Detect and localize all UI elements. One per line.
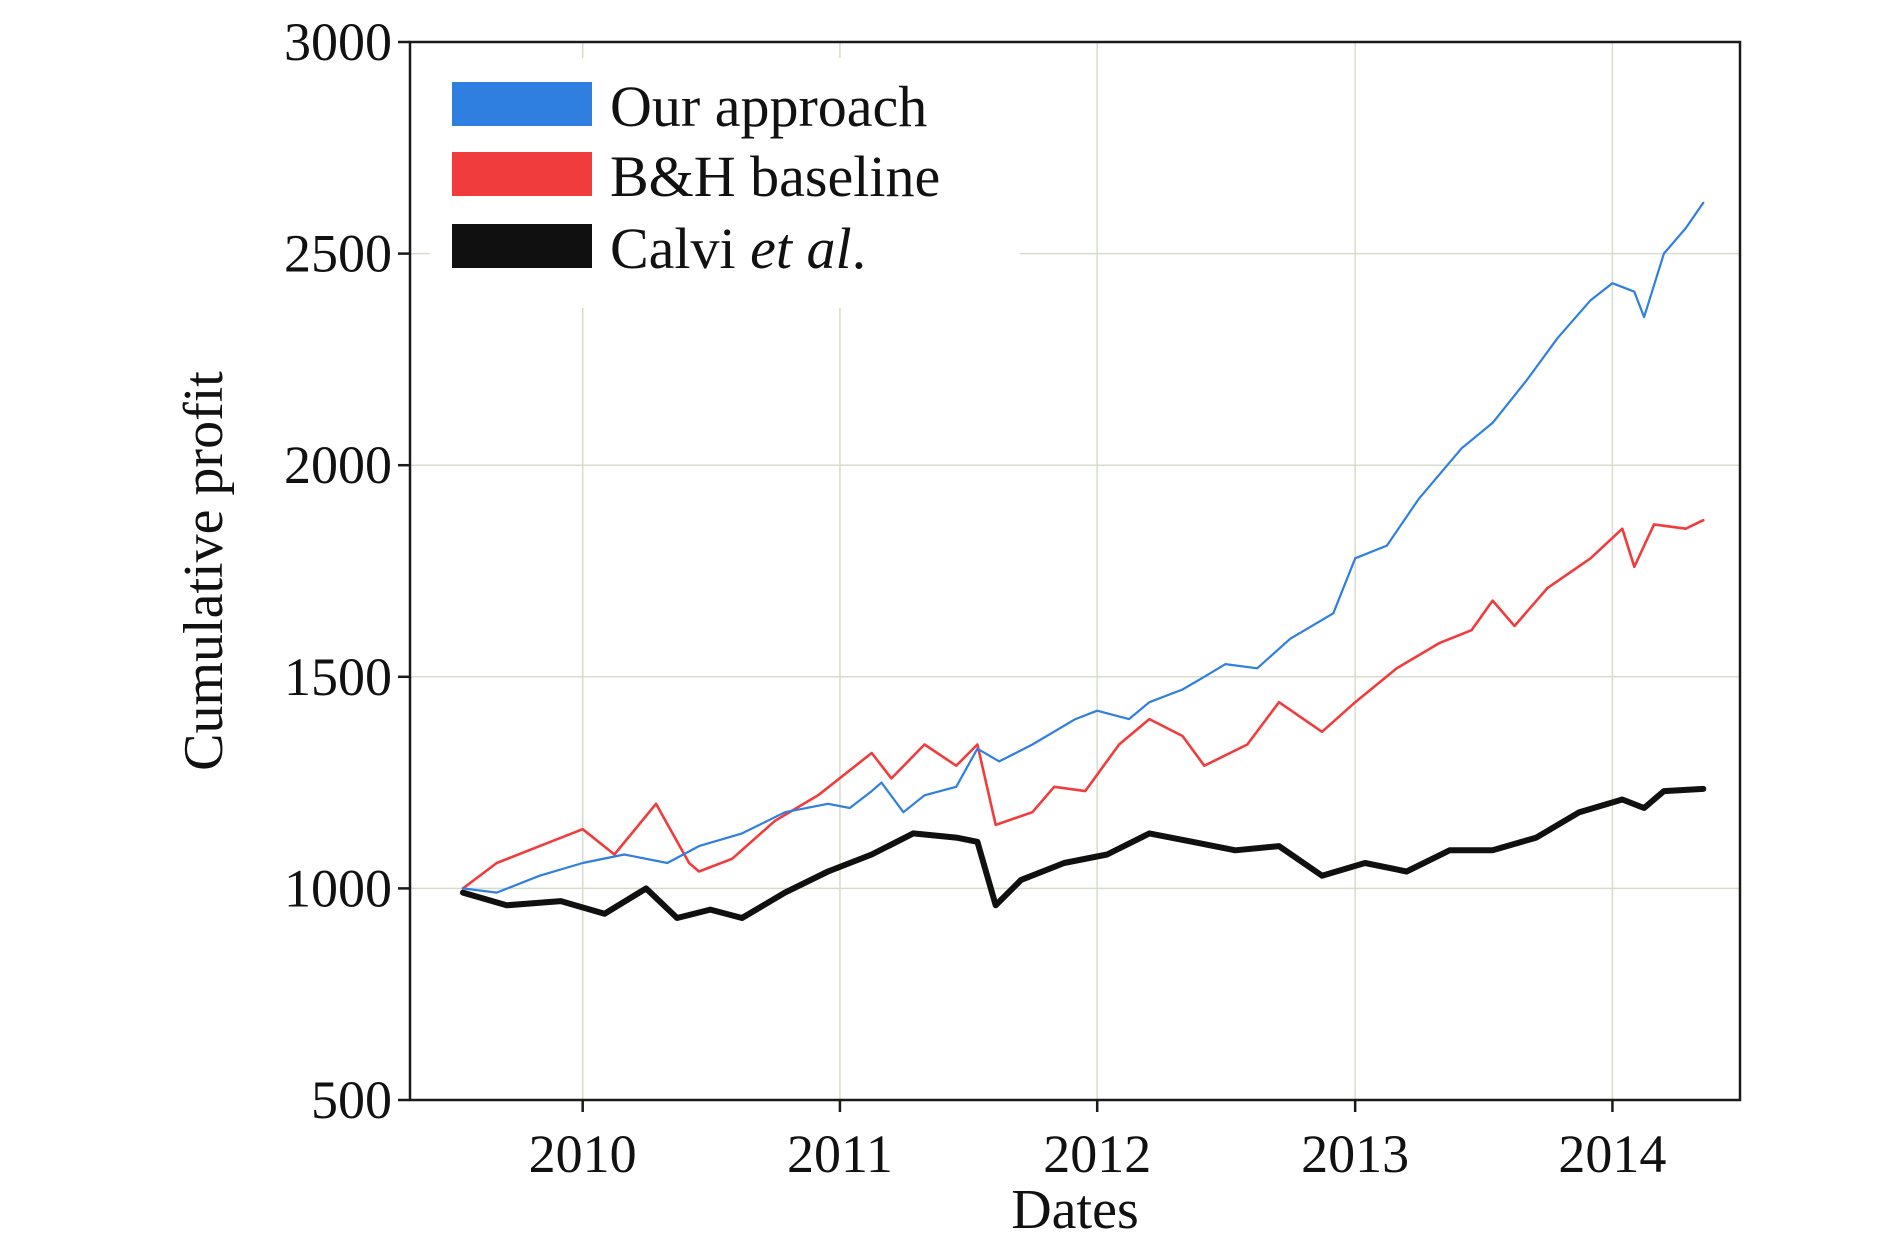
x-tick-label: 2012: [1043, 1124, 1151, 1184]
series-line-calvi-et-al: [459, 785, 1707, 921]
x-tick-label: 2014: [1558, 1124, 1666, 1184]
x-axis-label: Dates: [1011, 1179, 1139, 1241]
legend-swatch: [452, 224, 592, 268]
legend-label: Our approach: [610, 74, 927, 139]
series-lines: [459, 201, 1707, 921]
legend-label: B&H baseline: [610, 144, 940, 209]
y-tick-label: 500: [311, 1070, 392, 1130]
y-axis-label: Cumulative profit: [173, 371, 235, 771]
legend-label-italic: et al: [750, 216, 851, 281]
x-tick-label: 2013: [1301, 1124, 1409, 1184]
series-line-our-approach: [461, 201, 1705, 894]
axis-ticks: 500 1000 1500 2000 2500 3000 2010 2011 2012 2013 2…: [284, 12, 1666, 1184]
x-tick-label: 2010: [529, 1124, 637, 1184]
y-tick-label: 1500: [284, 647, 392, 707]
x-tick-label: 2011: [787, 1124, 893, 1184]
y-tick-label: 1000: [284, 858, 392, 918]
legend-label-suffix: .: [852, 216, 867, 281]
legend-swatch: [452, 82, 592, 126]
series-line-b-h-baseline: [461, 518, 1705, 890]
y-tick-label: 2500: [284, 224, 392, 284]
legend-label: Calvi et al.: [610, 216, 866, 281]
legend-label-text: B&H baseline: [610, 144, 940, 209]
legend-label-text: Our approach: [610, 74, 927, 139]
y-tick-label: 2000: [284, 435, 392, 495]
plot-frame: [408, 40, 1742, 1102]
legend-label-text: Calvi: [610, 216, 750, 281]
legend-swatch: [452, 152, 592, 196]
y-tick-label: 3000: [284, 12, 392, 72]
